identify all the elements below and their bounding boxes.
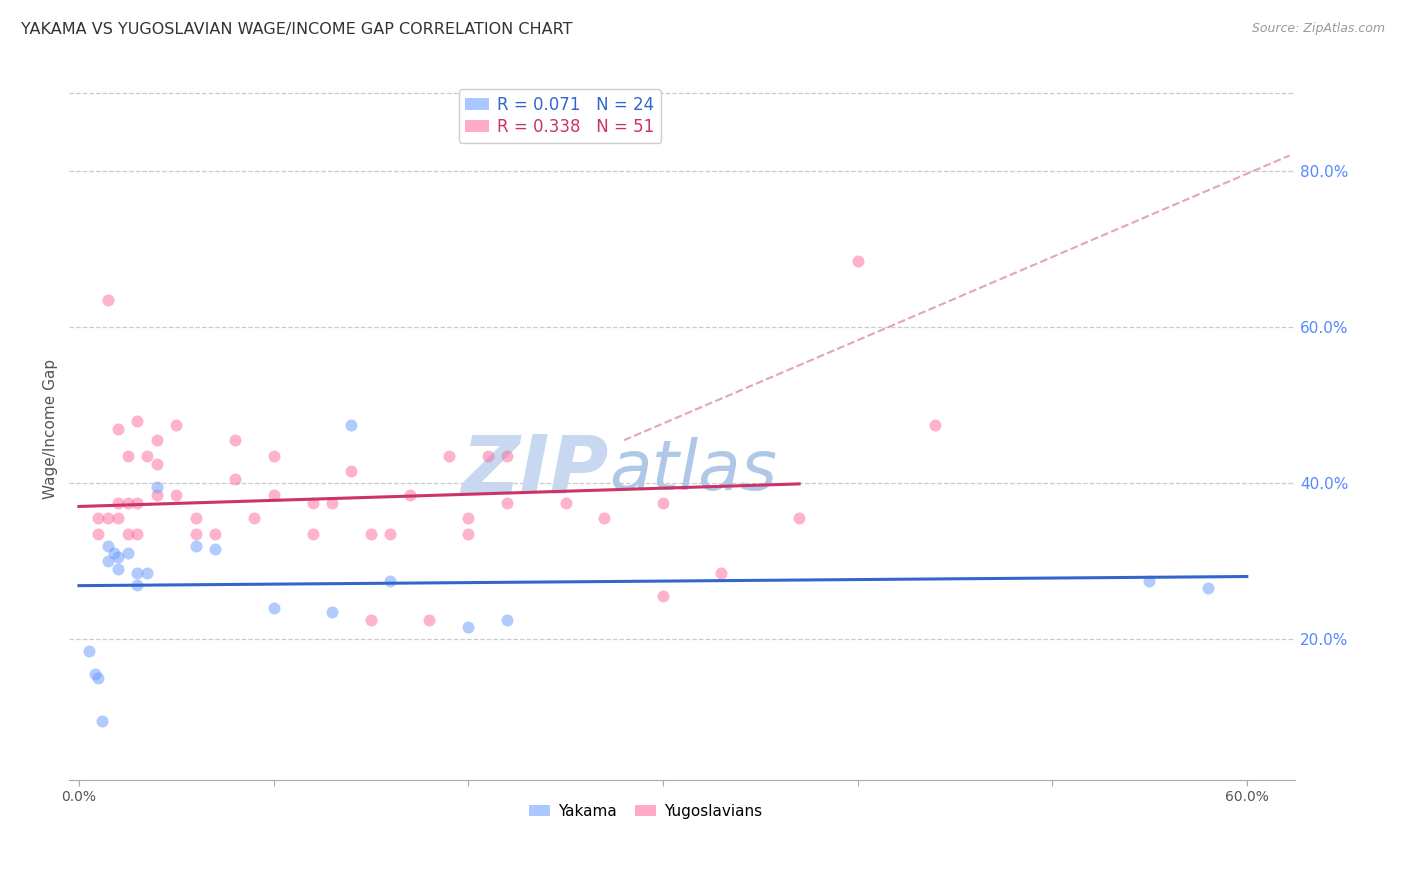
Point <box>97 293 120 307</box>
Point <box>496 613 519 627</box>
Point <box>146 480 169 494</box>
Point <box>457 620 479 634</box>
Point <box>224 472 246 486</box>
Text: Source: ZipAtlas.com: Source: ZipAtlas.com <box>1251 22 1385 36</box>
Point <box>117 546 139 560</box>
Point <box>107 495 129 509</box>
Point <box>457 511 479 525</box>
Point <box>301 495 323 509</box>
Point <box>340 417 363 432</box>
Point <box>710 566 733 580</box>
Point <box>127 577 149 591</box>
Point <box>117 495 139 509</box>
Point <box>243 511 266 525</box>
Point <box>263 488 285 502</box>
Point <box>321 605 343 619</box>
Text: ZIP: ZIP <box>461 432 609 509</box>
Point <box>184 539 207 553</box>
Point <box>360 613 382 627</box>
Point <box>846 253 869 268</box>
Text: atlas: atlas <box>609 437 776 504</box>
Point <box>87 671 110 685</box>
Point <box>496 495 519 509</box>
Point <box>107 550 129 565</box>
Point <box>77 644 100 658</box>
Point <box>87 526 110 541</box>
Point <box>496 449 519 463</box>
Text: YAKAMA VS YUGOSLAVIAN WAGE/INCOME GAP CORRELATION CHART: YAKAMA VS YUGOSLAVIAN WAGE/INCOME GAP CO… <box>21 22 572 37</box>
Point <box>301 526 323 541</box>
Point <box>787 511 810 525</box>
Point <box>457 526 479 541</box>
Point <box>437 449 460 463</box>
Point <box>103 546 125 560</box>
Point <box>184 526 207 541</box>
Point <box>165 488 187 502</box>
Point <box>651 495 673 509</box>
Legend: Yakama, Yugoslavians: Yakama, Yugoslavians <box>523 797 768 824</box>
Point <box>87 511 110 525</box>
Point <box>127 526 149 541</box>
Point <box>107 562 129 576</box>
Point <box>340 465 363 479</box>
Point <box>146 434 169 448</box>
Point <box>924 417 946 432</box>
Point <box>117 526 139 541</box>
Point <box>380 574 402 588</box>
Point <box>165 417 187 432</box>
Point <box>77 784 100 798</box>
Point <box>204 542 226 557</box>
Point <box>146 457 169 471</box>
Point <box>107 511 129 525</box>
Point <box>263 449 285 463</box>
Point <box>204 526 226 541</box>
Y-axis label: Wage/Income Gap: Wage/Income Gap <box>44 359 58 499</box>
Point <box>651 589 673 603</box>
Point <box>97 554 120 568</box>
Point <box>554 495 576 509</box>
Point <box>184 511 207 525</box>
Point <box>91 714 114 728</box>
Point <box>127 414 149 428</box>
Point <box>97 511 120 525</box>
Point <box>97 539 120 553</box>
Point <box>593 511 616 525</box>
Point <box>380 526 402 541</box>
Point <box>1197 582 1219 596</box>
Point <box>399 488 422 502</box>
Point <box>418 613 440 627</box>
Point <box>107 421 129 435</box>
Point <box>321 495 343 509</box>
Point <box>146 488 169 502</box>
Point <box>1139 574 1161 588</box>
Point <box>477 449 499 463</box>
Point <box>117 449 139 463</box>
Point <box>136 449 159 463</box>
Point <box>224 434 246 448</box>
Point <box>263 601 285 615</box>
Point <box>127 566 149 580</box>
Point <box>360 526 382 541</box>
Point <box>127 495 149 509</box>
Point <box>136 566 159 580</box>
Point <box>83 667 105 681</box>
